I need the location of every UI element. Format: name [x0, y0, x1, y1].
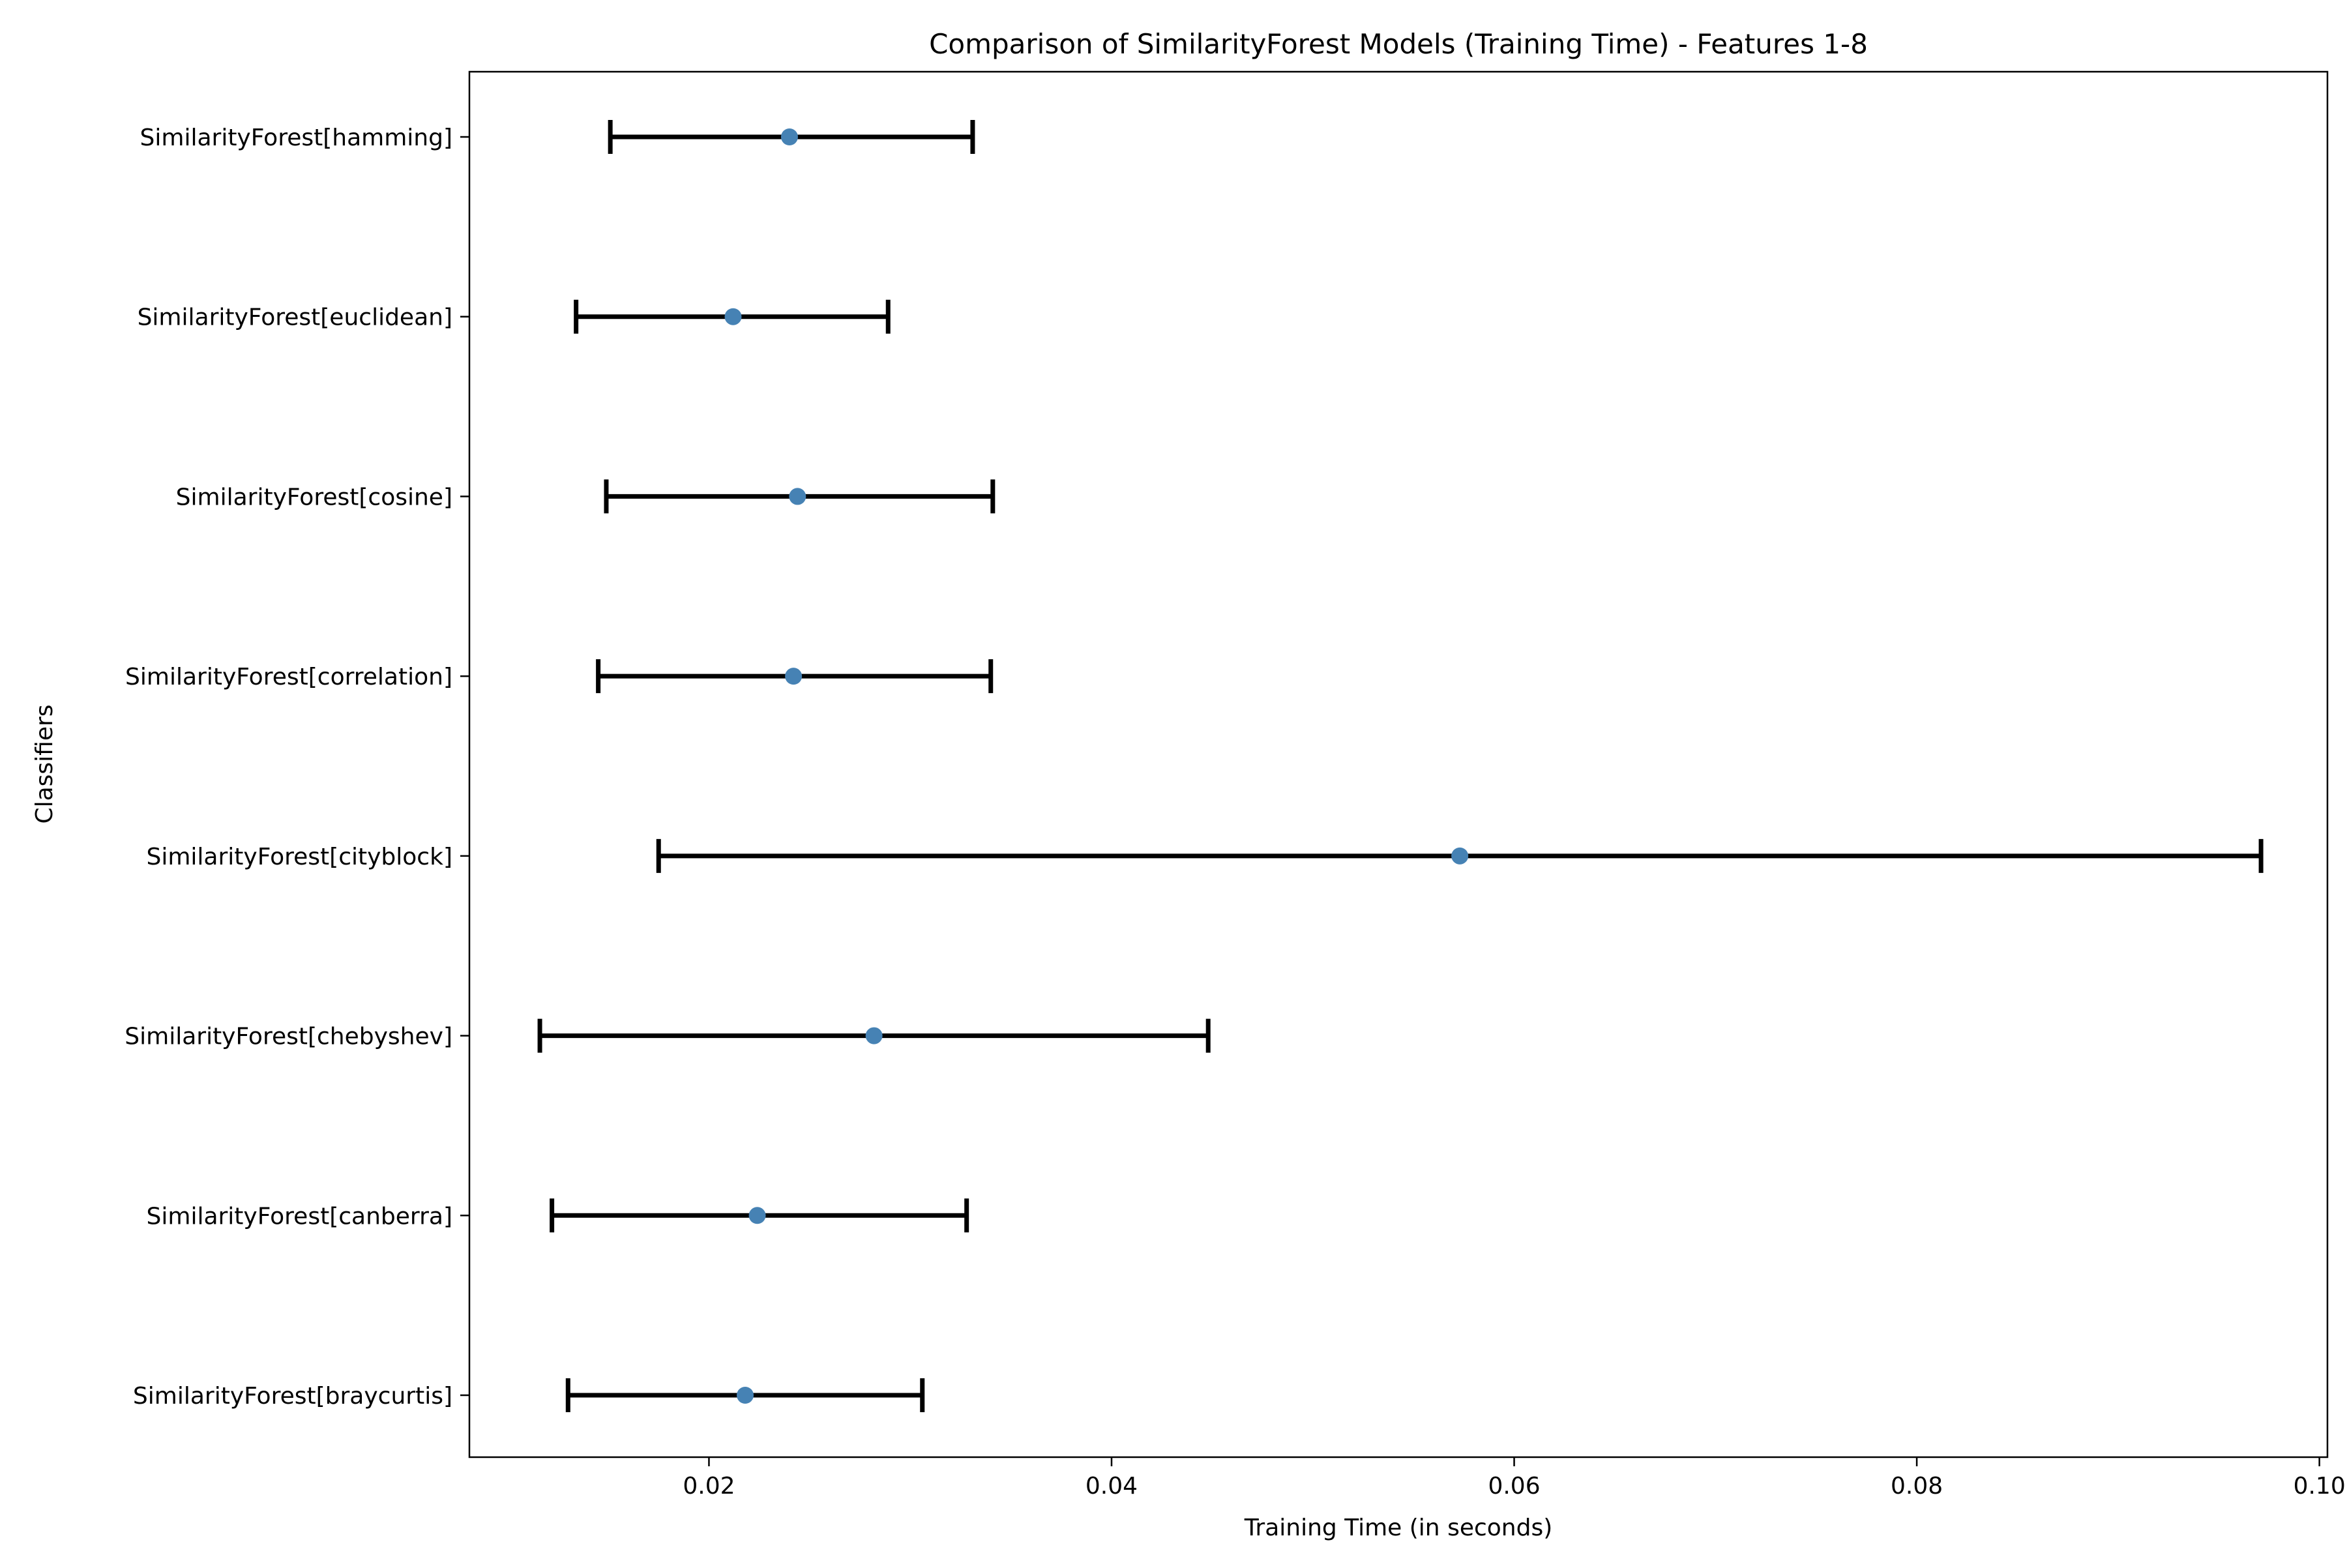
- data-point: [789, 488, 806, 505]
- data-point: [865, 1027, 883, 1044]
- x-tick-label: 0.02: [683, 1473, 735, 1500]
- data-marks: [537, 120, 2264, 1412]
- y-axis-label: Classifiers: [31, 704, 58, 823]
- y-tick-label: SimilarityForest[hamming]: [140, 125, 452, 151]
- data-point: [748, 1207, 766, 1224]
- data-point: [1451, 847, 1469, 865]
- y-tick-label: SimilarityForest[cosine]: [176, 484, 452, 510]
- y-tick-label: SimilarityForest[chebyshev]: [125, 1024, 452, 1050]
- y-tick-label: SimilarityForest[canberra]: [147, 1203, 452, 1230]
- x-tick-label: 0.04: [1085, 1473, 1138, 1500]
- data-point: [737, 1387, 754, 1404]
- data-point: [780, 128, 798, 145]
- x-axis-label: Training Time (in seconds): [1244, 1515, 1553, 1541]
- axis-ticks: SimilarityForest[braycurtis] SimilarityFo…: [125, 125, 2345, 1500]
- x-tick-label: 0.06: [1488, 1473, 1540, 1500]
- data-point: [724, 308, 742, 325]
- y-tick-label: SimilarityForest[euclidean]: [138, 304, 452, 331]
- x-tick-label: 0.10: [2294, 1473, 2346, 1500]
- data-point: [785, 668, 803, 685]
- chart-title: Comparison of SimilarityForest Models (T…: [929, 28, 1868, 60]
- y-tick-label: SimilarityForest[cityblock]: [146, 844, 452, 870]
- y-tick-label: SimilarityForest[correlation]: [125, 664, 452, 690]
- plot-area-frame: [468, 70, 2329, 1458]
- y-tick-label: SimilarityForest[braycurtis]: [133, 1383, 452, 1410]
- x-tick-label: 0.08: [1891, 1473, 1943, 1500]
